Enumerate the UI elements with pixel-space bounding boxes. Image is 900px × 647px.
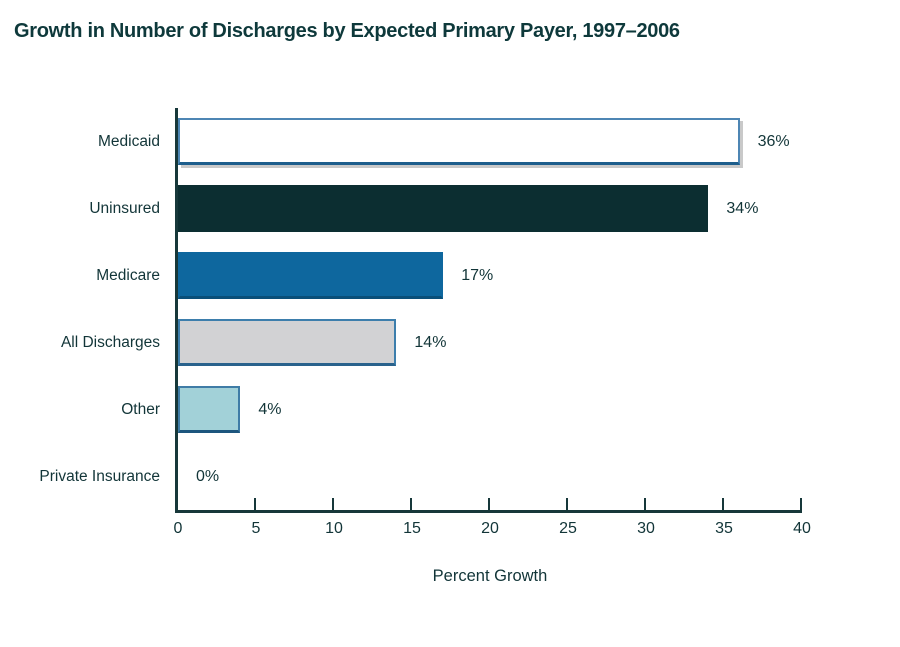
chart-title: Growth in Number of Discharges by Expect… (14, 20, 680, 42)
bar-row: 4% (178, 376, 802, 443)
bar-row: 34% (178, 175, 802, 242)
x-axis-tick (254, 498, 256, 510)
x-axis-tick-label: 10 (325, 520, 343, 537)
value-label: 36% (757, 133, 790, 150)
x-axis-tick-label: 30 (637, 520, 655, 537)
x-axis-tick (722, 498, 724, 510)
x-axis-tick-label: 40 (793, 520, 811, 537)
value-label: 14% (414, 334, 447, 351)
x-axis-tick (488, 498, 490, 510)
x-axis-tick-label: 20 (481, 520, 499, 537)
value-label: 17% (461, 267, 494, 284)
bar-row: 36% (178, 108, 802, 175)
x-axis-tick (800, 498, 802, 510)
category-label: All Discharges (60, 334, 160, 351)
value-label: 0% (196, 468, 220, 485)
x-axis-tick-label: 35 (715, 520, 733, 537)
bar-all-discharges (178, 319, 397, 366)
bar-row: 17% (178, 242, 802, 309)
x-axis-title: Percent Growth (432, 567, 548, 585)
bar-row: 0% (178, 443, 802, 510)
bar-row: 14% (178, 309, 802, 376)
x-axis-tick (566, 498, 568, 510)
value-label: 4% (258, 401, 282, 418)
x-axis-tick (644, 498, 646, 510)
x-axis-tick (332, 498, 334, 510)
bar-uninsured (178, 185, 709, 232)
x-axis-tick-label: 5 (251, 520, 261, 537)
x-axis-tick-label: 0 (173, 520, 183, 537)
category-label: Uninsured (89, 200, 160, 217)
bar-medicare (178, 252, 444, 299)
value-label: 34% (726, 200, 759, 217)
x-axis-tick-label: 15 (403, 520, 421, 537)
bar-other (178, 386, 241, 433)
category-label: Other (121, 401, 160, 418)
category-label: Medicare (96, 267, 160, 284)
category-label: Medicaid (97, 133, 160, 150)
plot-area: 36% 34% 17% 14% 4% 0% (175, 108, 802, 513)
category-label: Private Insurance (39, 468, 160, 485)
bar-medicaid (178, 118, 740, 165)
x-axis-tick-label: 25 (559, 520, 577, 537)
x-axis-tick (410, 498, 412, 510)
